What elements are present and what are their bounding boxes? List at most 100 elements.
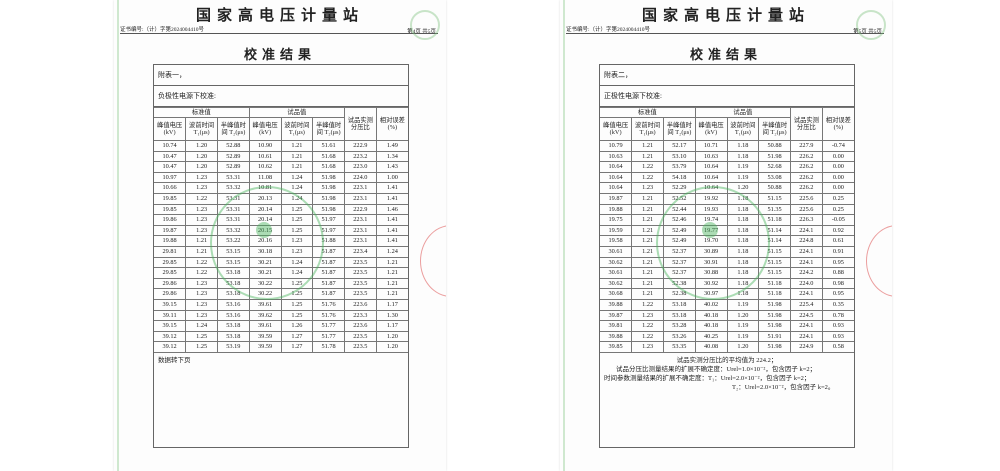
table-cell: 39.61 <box>248 320 282 332</box>
header-standard: 标准值 <box>154 107 250 118</box>
table-cell: 0.91 <box>821 245 854 258</box>
table-cell: 1.34 <box>375 150 408 163</box>
table-cell: 10.63 <box>600 150 633 163</box>
certificate-page-5: 国家高电压计量站 证书编号:（计）字第2024004410号 第5页 共5页 校… <box>560 0 892 471</box>
table-cell: 10.66 <box>154 182 187 194</box>
table-cell: 19.58 <box>600 235 633 247</box>
summary-average: 试品实测分压比的平均值为 224.2； <box>676 356 778 364</box>
table-cell: 1.27 <box>280 341 314 353</box>
table-cell: 53.35 <box>663 341 696 353</box>
table-cell: 0.25 <box>821 203 854 216</box>
table-cell: 10.61 <box>248 150 282 163</box>
table-cell: 1.25 <box>185 341 218 353</box>
table-cell: 53.18 <box>217 320 250 332</box>
table-cell: 39.85 <box>600 341 633 353</box>
table-cell: 1.21 <box>631 150 664 163</box>
stamp-edge-line <box>563 0 565 471</box>
table-cell: 1.19 <box>726 161 760 173</box>
table-cell: 0.92 <box>821 224 854 237</box>
header-test: 试品值 <box>694 107 792 118</box>
table-cell: 19.85 <box>154 192 187 205</box>
table-cell: 40.02 <box>694 298 728 311</box>
table-cell: 51.77 <box>312 330 345 343</box>
table-cell: 1.24 <box>185 320 218 332</box>
table-cell: 29.86 <box>154 288 187 300</box>
table-cell: 1.22 <box>631 171 664 184</box>
table-cell: 0.98 <box>821 277 854 290</box>
table-cell: 224.1 <box>790 330 823 343</box>
red-stamp <box>420 225 446 297</box>
table-cell: 39.15 <box>154 298 187 311</box>
table-cell: 19.88 <box>600 203 633 216</box>
table-cell: 223.1 <box>344 214 377 226</box>
table-cell: 1.17 <box>375 298 408 311</box>
table-cell: 51.61 <box>312 140 345 152</box>
table-row: 39.12 1.25 53.19 39.59 1.27 51.78 223.5 1.20 <box>154 341 408 353</box>
table-cell: 51.98 <box>758 320 791 332</box>
table-cell: -0.74 <box>821 140 854 152</box>
table-cell: 39.88 <box>600 330 633 343</box>
table-cell: 39.15 <box>154 320 187 332</box>
table-row: 10.63 1.21 53.10 10.63 1.18 51.98 226.2 0.00 <box>600 150 854 163</box>
table-cell: 1.21 <box>280 150 314 163</box>
table-cell: 225.6 <box>790 203 823 216</box>
table-cell: 51.98 <box>312 171 345 184</box>
header-rule <box>566 33 884 34</box>
table-cell: 223.5 <box>344 341 377 353</box>
table-cell: 51.77 <box>312 320 345 332</box>
table-cell: 1.00 <box>375 171 408 184</box>
seal-logo <box>410 10 440 40</box>
table-cell: 53.10 <box>663 150 696 163</box>
table-cell: 1.23 <box>185 288 218 300</box>
red-stamp <box>866 225 892 297</box>
table-cell: 10.64 <box>600 161 633 173</box>
table-cell: 1.41 <box>375 192 408 205</box>
table-cell: 224.0 <box>344 171 377 184</box>
table-cell: 39.61 <box>248 298 282 311</box>
table-cell: 1.22 <box>185 192 218 205</box>
table-cell: 10.74 <box>154 140 187 152</box>
table-cell: 10.64 <box>600 171 633 184</box>
table-cell: 1.21 <box>280 161 314 173</box>
table-cell: 29.81 <box>154 245 187 258</box>
appendix-label: 附表二， <box>600 65 854 86</box>
certificate-page-4: 国家高电压计量站 证书编号:（计）字第2024004410号 第4页 共5页 校… <box>114 0 446 471</box>
table-cell: 53.16 <box>217 298 250 311</box>
header-rel-error: 相对误差(%) <box>821 107 854 141</box>
table-cell: 53.26 <box>663 330 696 343</box>
table-cell: 224.2 <box>790 267 823 279</box>
table-cell: 30.68 <box>600 288 633 300</box>
table-cell: 39.59 <box>248 330 282 343</box>
table-cell: 1.21 <box>631 267 664 279</box>
table-cell: 53.18 <box>663 309 696 322</box>
table-cell: 225.6 <box>790 192 823 205</box>
header-peak-v: 峰值电压(kV) <box>154 117 187 141</box>
table-cell: 51.18 <box>758 288 791 300</box>
table-cell: 0.00 <box>821 182 854 194</box>
table-cell: 1.19 <box>726 320 760 332</box>
table-cell: 1.24 <box>375 245 408 258</box>
table-cell: 1.20 <box>726 309 760 322</box>
header-half-time: 半峰值时间 T₂(μs) <box>312 117 345 141</box>
table-cell: 53.28 <box>663 320 696 332</box>
table-cell: 224.0 <box>790 277 823 290</box>
table-cell: 226.3 <box>790 214 823 226</box>
table-cell: 0.25 <box>821 192 854 205</box>
table-cell: 53.79 <box>663 161 696 173</box>
table-cell: 51.98 <box>312 192 345 205</box>
table-cell: 224.1 <box>790 224 823 237</box>
table-cell: 1.21 <box>375 267 408 279</box>
table-cell: 224.1 <box>790 256 823 269</box>
table-row: 10.64 1.22 54.18 10.64 1.19 53.08 226.2 0.00 <box>600 171 854 184</box>
table-cell: 1.41 <box>375 182 408 194</box>
table-cell: 1.21 <box>631 277 664 290</box>
table-cell: 1.21 <box>375 277 408 290</box>
green-stamp <box>656 186 770 300</box>
table-cell: 1.21 <box>280 140 314 152</box>
table-row: 10.64 1.22 53.79 10.64 1.19 52.68 226.2 0.00 <box>600 161 854 173</box>
table-row: 39.12 1.25 53.18 39.59 1.27 51.77 223.5 1.20 <box>154 330 408 343</box>
table-cell: 54.18 <box>663 171 696 184</box>
table-cell: 30.61 <box>600 267 633 279</box>
table-cell: 10.64 <box>694 161 728 173</box>
table-cell: 19.88 <box>154 235 187 247</box>
